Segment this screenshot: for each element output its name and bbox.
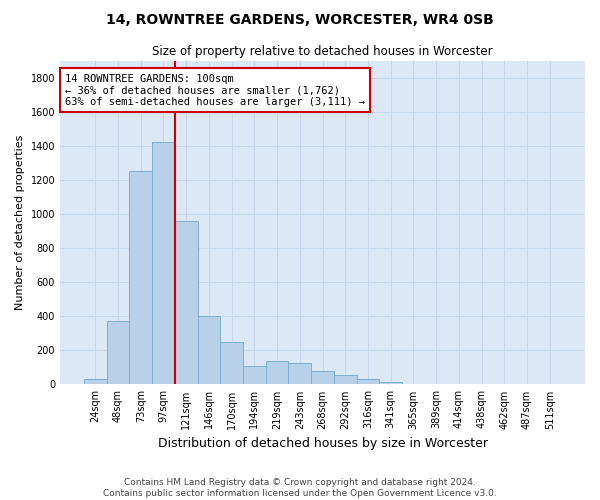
Text: Contains HM Land Registry data © Crown copyright and database right 2024.
Contai: Contains HM Land Registry data © Crown c… (103, 478, 497, 498)
Bar (152, 142, 175, 384)
Title: Size of property relative to detached houses in Worcester: Size of property relative to detached ho… (152, 45, 493, 58)
Bar (266, 362, 289, 384)
Bar (243, 366, 266, 384)
Bar (130, 172, 152, 384)
Y-axis label: Number of detached properties: Number of detached properties (15, 135, 25, 310)
Bar (197, 316, 220, 384)
Bar (379, 382, 402, 384)
Bar (334, 375, 356, 384)
Bar (311, 371, 334, 384)
Bar (356, 380, 379, 384)
Bar (220, 342, 243, 384)
X-axis label: Distribution of detached houses by size in Worcester: Distribution of detached houses by size … (158, 437, 488, 450)
Text: 14 ROWNTREE GARDENS: 100sqm
← 36% of detached houses are smaller (1,762)
63% of : 14 ROWNTREE GARDENS: 100sqm ← 36% of det… (65, 74, 365, 106)
Bar (289, 363, 311, 384)
Text: 14, ROWNTREE GARDENS, WORCESTER, WR4 0SB: 14, ROWNTREE GARDENS, WORCESTER, WR4 0SB (106, 12, 494, 26)
Bar (107, 322, 130, 384)
Bar (175, 221, 197, 384)
Bar (84, 380, 107, 384)
